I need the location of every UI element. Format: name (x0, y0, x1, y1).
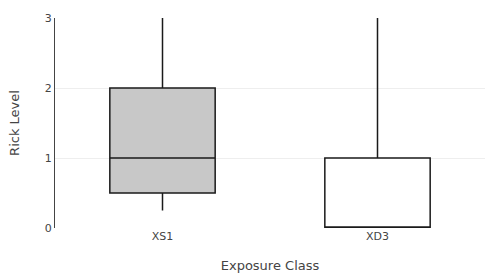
svg-text:Rick Level: Rick Level (7, 90, 22, 156)
svg-text:XS1: XS1 (152, 230, 174, 243)
svg-text:3: 3 (45, 12, 52, 25)
svg-text:XD3: XD3 (366, 230, 389, 243)
svg-text:0: 0 (45, 222, 52, 235)
svg-text:1: 1 (45, 152, 52, 165)
svg-text:Exposure Class: Exposure Class (221, 258, 320, 273)
svg-text:2: 2 (45, 82, 52, 95)
